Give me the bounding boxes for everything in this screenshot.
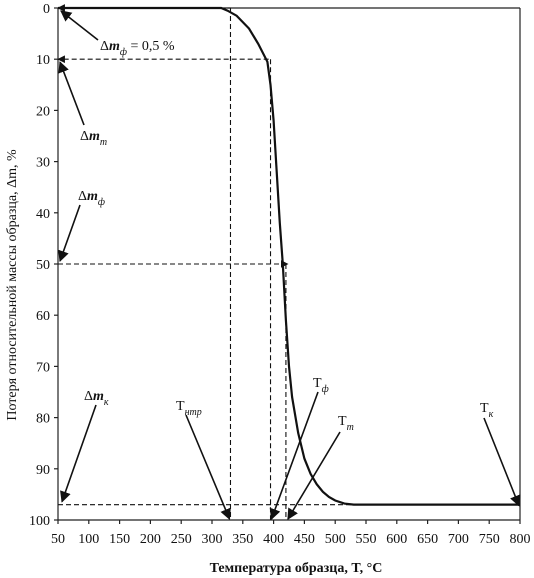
- arrow-t-m: [287, 431, 341, 520]
- plot-frame: [57, 7, 521, 521]
- x-tick-label: 250: [171, 532, 192, 547]
- label-dm-phi: Δmф: [78, 189, 105, 208]
- y-tick-label: 90: [36, 463, 50, 478]
- label-dm-phi-05: Δmф = 0,5 %: [100, 39, 175, 58]
- x-tick-label: 550: [356, 532, 377, 547]
- arrow-t-k: [483, 417, 521, 507]
- y-tick-label: 60: [36, 309, 50, 324]
- arrow-dm-k: [60, 404, 97, 503]
- y-tick-label: 50: [36, 258, 50, 273]
- annotation-labels: Δmф = 0,5 % Δmт Δmф Δmк Tнтр Tф Tm Tк: [78, 39, 494, 433]
- x-tick-label: 500: [325, 532, 346, 547]
- label-dm-t: Δmт: [80, 129, 107, 148]
- y-tick-label: 80: [36, 412, 50, 427]
- x-tick-label: 200: [140, 532, 161, 547]
- x-tick-label: 600: [386, 532, 407, 547]
- y-tick-label: 70: [36, 360, 50, 375]
- x-tick-label: 700: [448, 532, 469, 547]
- x-tick-label: 100: [78, 532, 99, 547]
- y-tick-label: 0: [43, 2, 50, 17]
- x-tick-label: 750: [479, 532, 500, 547]
- arrow-dm-phi-05: [60, 10, 99, 41]
- x-tick-label: 300: [202, 532, 223, 547]
- label-t-m: Tm: [338, 414, 354, 433]
- arrow-dm-phi: [58, 204, 81, 263]
- x-tick-label: 50: [51, 532, 65, 547]
- guide-lines: [57, 4, 520, 520]
- x-tick-label: 450: [294, 532, 315, 547]
- y-tick-label: 20: [36, 104, 50, 119]
- arrow-dm-t: [58, 61, 85, 126]
- y-tick-label: 30: [36, 156, 50, 171]
- x-tick-label: 400: [263, 532, 284, 547]
- y-tick-label: 40: [36, 207, 50, 222]
- arrow-t-ntr: [185, 414, 231, 521]
- y-axis-label: Потеря относительной массы образца, Δm, …: [5, 149, 20, 421]
- x-tick-label: 800: [510, 532, 531, 547]
- annotation-arrows: [58, 10, 521, 521]
- x-tick-label: 350: [232, 532, 253, 547]
- arrow-t-phi: [269, 391, 319, 521]
- y-tick-label: 10: [36, 53, 50, 68]
- label-dm-k: Δmк: [84, 389, 109, 408]
- curve-layer: [58, 6, 520, 506]
- x-tick-label: 150: [109, 532, 130, 547]
- x-tick-label: 650: [417, 532, 438, 547]
- y-tick-label: 100: [29, 514, 50, 529]
- x-axis-label: Температура образца, T, °C: [210, 561, 383, 576]
- mass-loss-curve: [58, 6, 520, 506]
- label-t-k: Tк: [480, 401, 494, 420]
- label-t-ntr: Tнтр: [176, 399, 202, 418]
- label-t-phi: Tф: [313, 376, 329, 395]
